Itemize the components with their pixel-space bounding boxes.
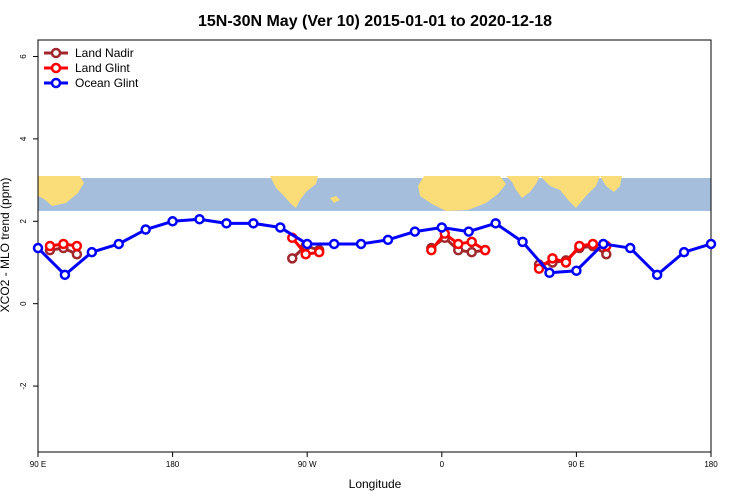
legend-entry: Land Glint [75, 61, 130, 75]
data-point [601, 248, 612, 260]
x-axis-label: Longitude [349, 477, 402, 491]
x-axis: 90 E 180 90 W 0 90 E 180 [30, 452, 718, 469]
map-landmass [330, 196, 340, 203]
y-axis-label: XCO2 - MLO trend (ppm) [0, 178, 12, 313]
data-point [598, 238, 609, 250]
map-landmass [540, 176, 600, 208]
data-point [44, 240, 56, 252]
legend-swatch-marker [50, 62, 62, 74]
data-point [286, 253, 298, 264]
series-layer [32, 213, 717, 281]
data-point [490, 218, 501, 229]
data-point [624, 242, 636, 254]
data-point [544, 267, 555, 279]
y-axis: -2 0 2 4 6 [19, 54, 38, 390]
data-point [59, 269, 71, 281]
data-point [275, 222, 286, 233]
data-point [32, 242, 44, 254]
legend-entry: Ocean Glint [75, 76, 139, 90]
y-tick-label: 6 [19, 54, 28, 59]
data-point [533, 263, 545, 274]
data-point [221, 218, 232, 229]
x-tick-label: 180 [704, 460, 718, 469]
data-point [587, 238, 599, 250]
data-point [409, 226, 421, 237]
data-point [479, 244, 491, 256]
data-point [517, 236, 528, 248]
data-point [167, 216, 178, 227]
map-landmass [600, 176, 622, 192]
data-point [355, 238, 367, 250]
series-ocean-glint [32, 213, 717, 281]
data-point [560, 257, 572, 268]
map-landmass [38, 176, 84, 206]
world-map-strip [38, 176, 711, 211]
data-point [328, 238, 340, 250]
x-tick-label: 180 [166, 460, 180, 469]
map-ocean [38, 178, 711, 211]
data-point [301, 238, 313, 250]
data-point [466, 246, 477, 258]
data-point [140, 224, 151, 235]
x-tick-label: 0 [440, 460, 445, 469]
data-point [313, 246, 325, 258]
data-point [71, 240, 83, 252]
data-point [453, 238, 464, 250]
data-point [194, 213, 205, 225]
data-point [426, 244, 437, 256]
data-point [86, 246, 98, 258]
data-point [651, 269, 663, 281]
data-point [58, 238, 69, 250]
x-tick-label: 90 E [568, 460, 584, 469]
chart-title: 15N-30N May (Ver 10) 2015-01-01 to 2020-… [198, 13, 552, 30]
map-landmass [270, 176, 318, 208]
map-landmass [506, 176, 540, 198]
y-tick-label: 4 [19, 136, 28, 141]
data-point [574, 240, 585, 252]
x-tick-label: 90 W [298, 460, 317, 469]
y-tick-label: -2 [19, 382, 28, 390]
data-point [547, 253, 558, 264]
data-point [571, 265, 582, 276]
data-point [71, 248, 83, 260]
data-point [678, 246, 690, 258]
data-point [466, 236, 477, 248]
data-point [463, 226, 474, 237]
data-point [382, 234, 394, 246]
y-tick-label: 2 [19, 219, 28, 224]
data-point [300, 248, 311, 260]
series-land-glint [44, 228, 612, 274]
legend-swatch-marker [50, 47, 62, 59]
x-tick-label: 90 E [30, 460, 46, 469]
y-tick-label: 0 [19, 301, 28, 306]
data-point [248, 218, 259, 229]
legend-entry: Land Nadir [75, 46, 134, 60]
data-point [705, 238, 717, 250]
map-landmass [418, 176, 506, 211]
data-point [113, 238, 125, 250]
legend-swatch-marker [50, 77, 62, 89]
data-point [436, 222, 448, 233]
